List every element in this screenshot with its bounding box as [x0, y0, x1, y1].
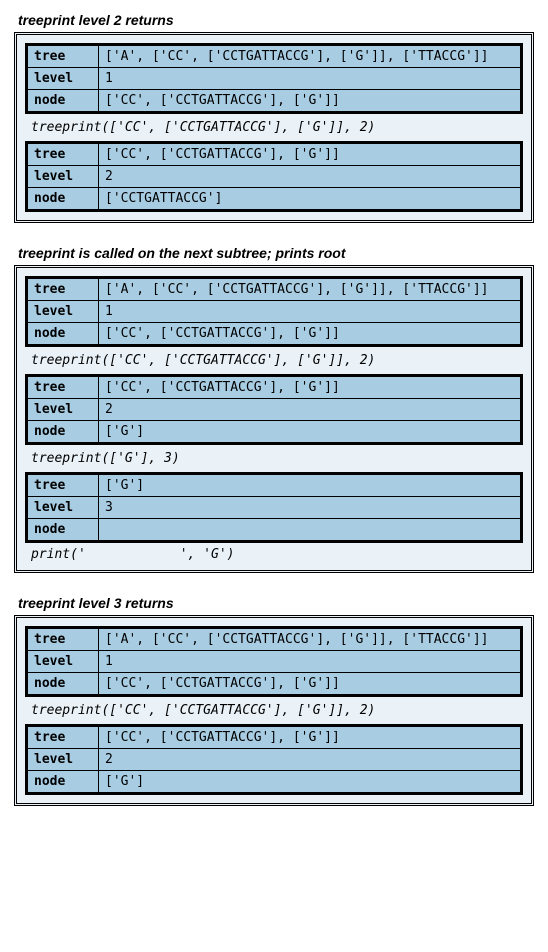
print-line: print(' ', 'G') — [25, 543, 523, 562]
row-label: tree — [27, 278, 99, 301]
row-value: ['A', ['CC', ['CCTGATTACCG'], ['G']], ['… — [99, 628, 522, 651]
row-value: ['CC', ['CCTGATTACCG'], ['G']] — [99, 673, 522, 696]
state-table: tree['A', ['CC', ['CCTGATTACCG'], ['G']]… — [25, 43, 523, 114]
row-value: ['CC', ['CCTGATTACCG'], ['G']] — [99, 376, 522, 399]
row-value: ['G'] — [99, 474, 522, 497]
table-row: level1 — [27, 651, 522, 673]
call-line: treeprint(['CC', ['CCTGATTACCG'], ['G']]… — [25, 347, 523, 374]
row-value: ['CC', ['CCTGATTACCG'], ['G']] — [99, 90, 522, 113]
table-row: node['CCTGATTACCG'] — [27, 188, 522, 211]
row-label: node — [27, 519, 99, 542]
row-value — [99, 519, 522, 542]
row-value: ['CC', ['CCTGATTACCG'], ['G']] — [99, 323, 522, 346]
row-value: ['G'] — [99, 421, 522, 444]
row-label: node — [27, 90, 99, 113]
row-value: 2 — [99, 749, 522, 771]
row-value: ['A', ['CC', ['CCTGATTACCG'], ['G']], ['… — [99, 45, 522, 68]
table-row: tree['CC', ['CCTGATTACCG'], ['G']] — [27, 726, 522, 749]
row-label: node — [27, 421, 99, 444]
state-table: tree['CC', ['CCTGATTACCG'], ['G']]level2… — [25, 141, 523, 212]
row-value: ['CC', ['CCTGATTACCG'], ['G']] — [99, 726, 522, 749]
block-caption: treeprint is called on the next subtree;… — [18, 245, 534, 261]
stack-frame: tree['A', ['CC', ['CCTGATTACCG'], ['G']]… — [14, 32, 534, 223]
row-value: 1 — [99, 301, 522, 323]
row-label: tree — [27, 726, 99, 749]
state-table: tree['G']level3node — [25, 472, 523, 543]
row-label: tree — [27, 143, 99, 166]
table-row: node — [27, 519, 522, 542]
state-table: tree['A', ['CC', ['CCTGATTACCG'], ['G']]… — [25, 276, 523, 347]
block-caption: treeprint level 3 returns — [18, 595, 534, 611]
row-label: tree — [27, 376, 99, 399]
table-row: level1 — [27, 301, 522, 323]
row-value: ['CC', ['CCTGATTACCG'], ['G']] — [99, 143, 522, 166]
table-row: level2 — [27, 749, 522, 771]
table-row: node['CC', ['CCTGATTACCG'], ['G']] — [27, 90, 522, 113]
row-value: ['CCTGATTACCG'] — [99, 188, 522, 211]
table-row: level2 — [27, 399, 522, 421]
table-row: level1 — [27, 68, 522, 90]
table-row: level2 — [27, 166, 522, 188]
row-value: 1 — [99, 68, 522, 90]
block-caption: treeprint level 2 returns — [18, 12, 534, 28]
call-line: treeprint(['CC', ['CCTGATTACCG'], ['G']]… — [25, 697, 523, 724]
row-label: tree — [27, 474, 99, 497]
row-label: node — [27, 323, 99, 346]
stack-frame: tree['A', ['CC', ['CCTGATTACCG'], ['G']]… — [14, 265, 534, 573]
state-table: tree['A', ['CC', ['CCTGATTACCG'], ['G']]… — [25, 626, 523, 697]
table-row: node['G'] — [27, 771, 522, 794]
table-row: node['G'] — [27, 421, 522, 444]
state-table: tree['CC', ['CCTGATTACCG'], ['G']]level2… — [25, 724, 523, 795]
row-value: 2 — [99, 399, 522, 421]
table-row: tree['A', ['CC', ['CCTGATTACCG'], ['G']]… — [27, 628, 522, 651]
table-row: tree['A', ['CC', ['CCTGATTACCG'], ['G']]… — [27, 45, 522, 68]
row-value: 3 — [99, 497, 522, 519]
stack-frame: tree['A', ['CC', ['CCTGATTACCG'], ['G']]… — [14, 615, 534, 806]
row-label: node — [27, 188, 99, 211]
table-row: node['CC', ['CCTGATTACCG'], ['G']] — [27, 323, 522, 346]
row-label: level — [27, 497, 99, 519]
row-label: tree — [27, 45, 99, 68]
row-label: level — [27, 166, 99, 188]
call-line: treeprint(['G'], 3) — [25, 445, 523, 472]
row-value: 2 — [99, 166, 522, 188]
row-label: level — [27, 749, 99, 771]
row-value: ['A', ['CC', ['CCTGATTACCG'], ['G']], ['… — [99, 278, 522, 301]
table-row: node['CC', ['CCTGATTACCG'], ['G']] — [27, 673, 522, 696]
table-row: tree['CC', ['CCTGATTACCG'], ['G']] — [27, 376, 522, 399]
row-label: node — [27, 771, 99, 794]
row-label: level — [27, 399, 99, 421]
table-row: tree['A', ['CC', ['CCTGATTACCG'], ['G']]… — [27, 278, 522, 301]
row-value: 1 — [99, 651, 522, 673]
row-label: node — [27, 673, 99, 696]
row-label: tree — [27, 628, 99, 651]
row-label: level — [27, 651, 99, 673]
table-row: tree['CC', ['CCTGATTACCG'], ['G']] — [27, 143, 522, 166]
row-label: level — [27, 301, 99, 323]
state-table: tree['CC', ['CCTGATTACCG'], ['G']]level2… — [25, 374, 523, 445]
call-line: treeprint(['CC', ['CCTGATTACCG'], ['G']]… — [25, 114, 523, 141]
row-value: ['G'] — [99, 771, 522, 794]
row-label: level — [27, 68, 99, 90]
table-row: tree['G'] — [27, 474, 522, 497]
table-row: level3 — [27, 497, 522, 519]
